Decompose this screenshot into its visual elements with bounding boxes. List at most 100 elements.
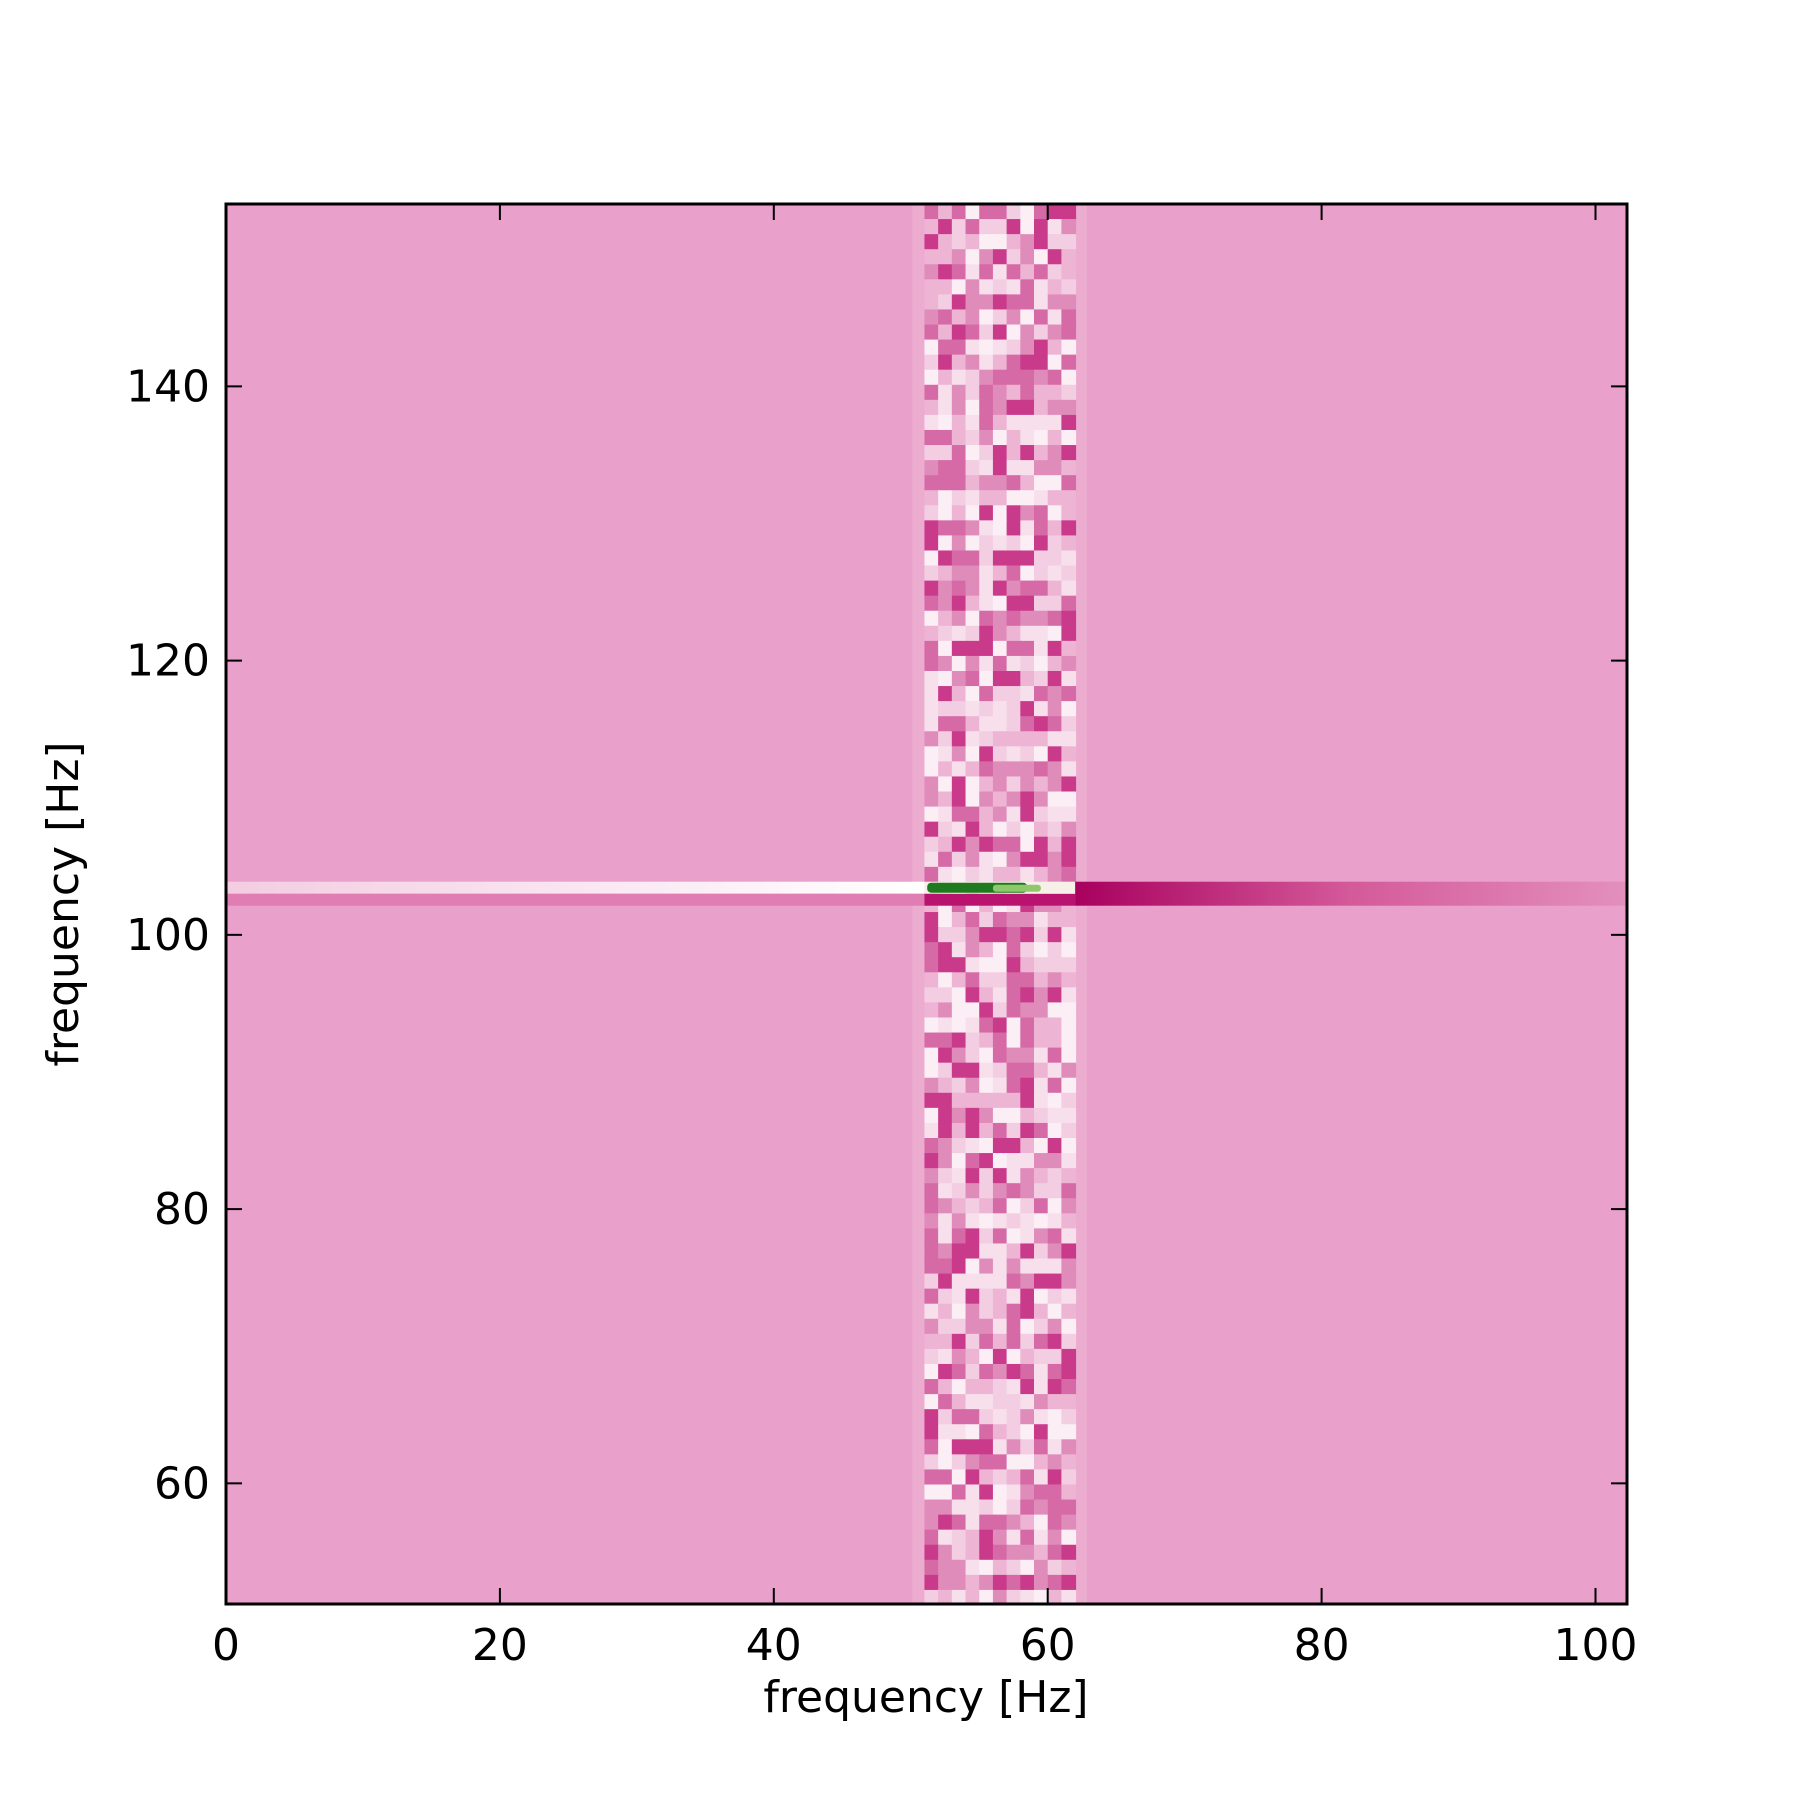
texture-cell xyxy=(979,1077,994,1094)
texture-cell xyxy=(1034,1559,1049,1576)
texture-cell xyxy=(965,1454,981,1471)
texture-cell xyxy=(951,1047,967,1064)
texture-cell xyxy=(1061,1499,1077,1516)
texture-cell xyxy=(1061,731,1077,748)
texture-cell xyxy=(979,701,994,718)
texture-cell xyxy=(924,610,940,627)
texture-cell xyxy=(1006,1047,1022,1064)
texture-cell xyxy=(1020,640,1036,657)
texture-cell xyxy=(1061,595,1077,612)
texture-cell xyxy=(992,640,1008,657)
texture-cell xyxy=(1006,1333,1022,1350)
texture-cell xyxy=(1020,475,1036,492)
texture-cell xyxy=(938,1288,953,1305)
texture-cell xyxy=(965,204,981,221)
texture-cell xyxy=(1061,1529,1077,1546)
texture-cell xyxy=(951,942,967,959)
texture-cell xyxy=(1034,927,1049,944)
texture-cell xyxy=(938,942,953,959)
texture-cell xyxy=(938,957,953,974)
texture-cell xyxy=(924,761,940,778)
texture-cell xyxy=(1047,942,1063,959)
texture-cell xyxy=(1047,671,1063,688)
texture-cell xyxy=(992,761,1008,778)
texture-cell xyxy=(979,204,994,221)
texture-cell xyxy=(951,1077,967,1094)
texture-cell xyxy=(992,565,1008,582)
texture-cell xyxy=(951,1484,967,1501)
texture-cell xyxy=(1061,1153,1077,1170)
texture-cell xyxy=(924,234,940,251)
texture-cell xyxy=(1047,1092,1063,1109)
texture-cell xyxy=(951,550,967,567)
texture-cell xyxy=(992,957,1008,974)
texture-cell xyxy=(965,1138,981,1155)
texture-cell xyxy=(938,972,953,989)
texture-cell xyxy=(1034,821,1049,838)
texture-cell xyxy=(979,1273,994,1290)
texture-cell xyxy=(1061,1017,1077,1034)
texture-cell xyxy=(979,836,994,853)
texture-cell xyxy=(924,625,940,642)
texture-cell xyxy=(1020,309,1036,326)
texture-cell xyxy=(965,249,981,266)
texture-cell xyxy=(938,987,953,1004)
texture-cell xyxy=(992,1379,1008,1396)
texture-cell xyxy=(1020,520,1036,537)
texture-cell xyxy=(1020,490,1036,507)
texture-cell xyxy=(1020,1484,1036,1501)
texture-cell xyxy=(1047,1228,1063,1245)
texture-cell xyxy=(1020,204,1036,221)
texture-cell xyxy=(924,1122,940,1139)
texture-cell xyxy=(1006,429,1022,447)
texture-cell xyxy=(938,1318,953,1335)
texture-cell xyxy=(1047,264,1063,281)
texture-cell xyxy=(992,1258,1008,1275)
texture-cell xyxy=(1020,1213,1036,1230)
texture-cell xyxy=(938,791,953,808)
texture-cell xyxy=(992,972,1008,989)
texture-cell xyxy=(992,1454,1008,1471)
texture-cell xyxy=(938,1213,953,1230)
texture-cell xyxy=(979,1032,994,1049)
texture-cell xyxy=(1061,445,1077,462)
texture-cell xyxy=(979,535,994,552)
texture-cell xyxy=(1047,399,1063,416)
texture-cell xyxy=(1006,475,1022,492)
texture-cell xyxy=(1061,851,1077,868)
texture-cell xyxy=(924,399,940,416)
texture-cell xyxy=(1061,264,1077,281)
texture-cell xyxy=(1047,1484,1063,1501)
texture-cell xyxy=(1047,1153,1063,1170)
texture-cell xyxy=(1034,1439,1049,1456)
texture-cell xyxy=(1006,1574,1022,1591)
texture-cell xyxy=(938,701,953,718)
texture-cell xyxy=(1061,399,1077,416)
texture-cell xyxy=(938,460,953,477)
texture-cell xyxy=(1034,1499,1049,1516)
texture-cell xyxy=(1034,671,1049,688)
texture-cell xyxy=(965,1153,981,1170)
texture-cell xyxy=(979,1379,994,1396)
texture-cell xyxy=(1061,927,1077,944)
texture-cell xyxy=(1061,490,1077,507)
texture-cell xyxy=(951,625,967,642)
texture-cell xyxy=(1047,1258,1063,1275)
texture-cell xyxy=(938,625,953,642)
texture-cell xyxy=(965,535,981,552)
texture-cell xyxy=(1006,354,1022,371)
texture-cell xyxy=(951,1198,967,1215)
texture-cell xyxy=(1034,610,1049,627)
texture-cell xyxy=(938,565,953,582)
texture-cell xyxy=(992,1273,1008,1290)
texture-cell xyxy=(1006,1243,1022,1260)
texture-cell xyxy=(979,1363,994,1381)
texture-cell xyxy=(1020,1589,1036,1604)
texture-cell xyxy=(1034,595,1049,612)
texture-cell xyxy=(1047,1318,1063,1335)
texture-cell xyxy=(1047,851,1063,868)
texture-cell xyxy=(979,1288,994,1305)
texture-cell xyxy=(951,1348,967,1365)
texture-cell xyxy=(979,1454,994,1471)
texture-cell xyxy=(1047,384,1063,401)
